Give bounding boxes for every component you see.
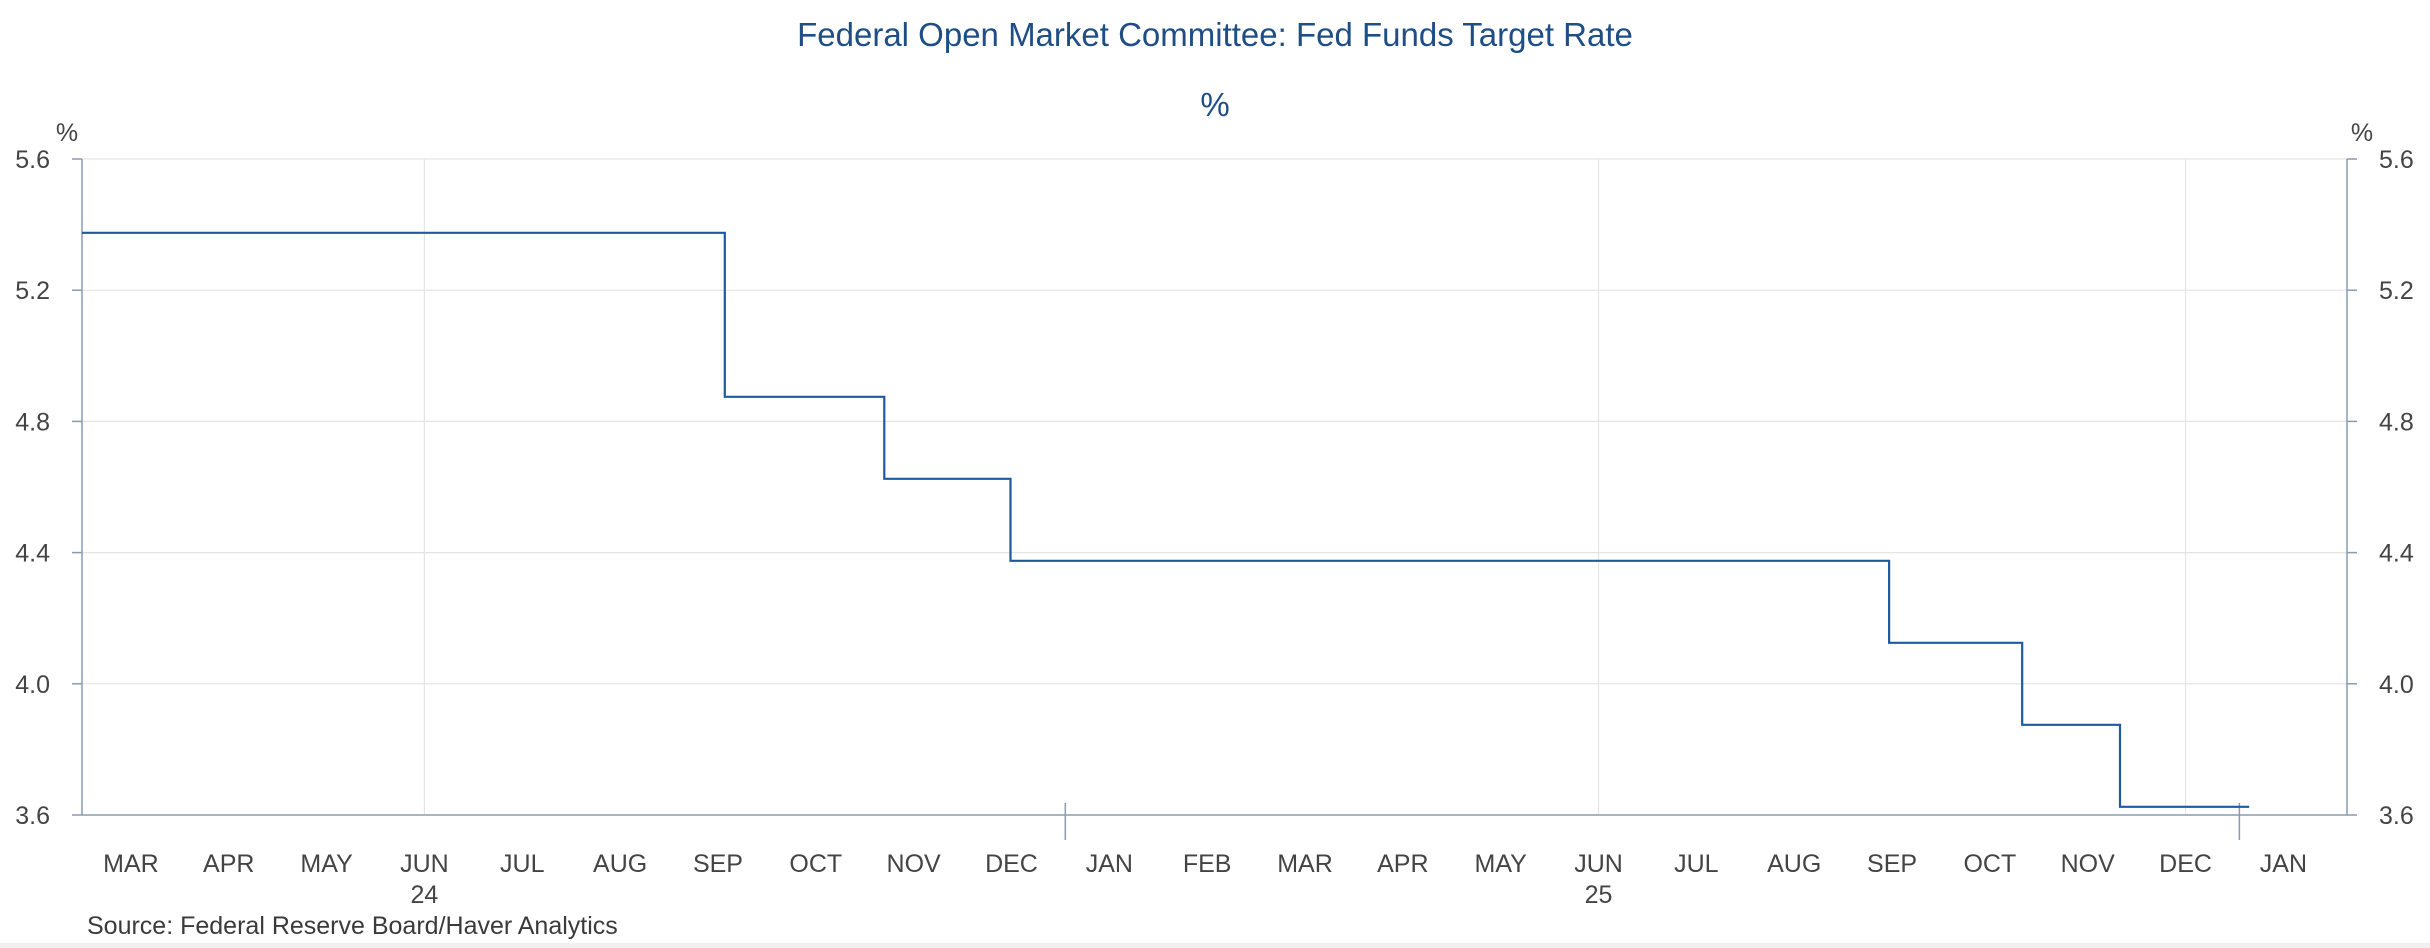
chart-subtitle: % [1200, 86, 1230, 123]
x-tick-label-year: 24 [411, 881, 439, 909]
y-tick-label-left: 5.2 [15, 277, 50, 305]
x-tick-label-month: DEC [2159, 850, 2212, 878]
x-tick-label-month: FEB [1183, 850, 1232, 878]
axes [81, 159, 2348, 816]
x-tick-label-month: SEP [1867, 850, 1917, 878]
y-tick-label-left: 3.6 [15, 802, 50, 830]
series-group [82, 231, 2250, 808]
y-axis-left: 3.6 4.0 4.4 4.8 5.2 5.6 [15, 146, 82, 830]
x-tick-label-month: MAR [103, 850, 159, 878]
x-tick-label-month: JAN [2260, 850, 2307, 878]
x-tick-label-month: MAY [300, 850, 353, 878]
bottom-divider [0, 943, 2430, 948]
x-tick-label-month: DEC [985, 850, 1038, 878]
y-tick-label-right: 5.2 [2379, 277, 2414, 305]
y-tick-label-right: 5.6 [2379, 146, 2414, 174]
series-line-fed-funds-target-rate [82, 231, 2250, 808]
y-tick-label-right: 4.4 [2379, 540, 2414, 568]
x-tick-label-month: JUN [400, 850, 449, 878]
x-tick-label-month: JUN [1574, 850, 1623, 878]
chart-title: Federal Open Market Committee: Fed Funds… [797, 16, 1633, 53]
y-tick-label-left: 4.8 [15, 408, 50, 436]
x-tick-label-month: OCT [1963, 850, 2016, 878]
y-tick-label-left: 5.6 [15, 146, 50, 174]
y-axis-left-unit-label: % [56, 119, 78, 147]
y-tick-label-right: 3.6 [2379, 802, 2414, 830]
horizontal-gridlines [82, 158, 2347, 685]
x-tick-label-month: MAY [1475, 850, 1528, 878]
y-tick-label-right: 4.0 [2379, 671, 2414, 699]
y-tick-label-left: 4.4 [15, 540, 50, 568]
x-tick-label-month: NOV [2061, 850, 2116, 878]
x-tick-label-month: NOV [887, 850, 942, 878]
x-tick-label-month: MAR [1277, 850, 1333, 878]
x-tick-label-month: JAN [1086, 850, 1133, 878]
x-axis: MAR APR MAY JUN JUL AUG SEP OCT NOV DEC JAN FEB MAR A… [103, 803, 2307, 909]
x-tick-label-month: AUG [593, 850, 647, 878]
y-tick-label-right: 4.8 [2379, 408, 2414, 436]
x-tick-label-month: APR [203, 850, 254, 878]
x-tick-label-month: JUL [1674, 850, 1719, 878]
vertical-gridlines [423, 159, 2187, 815]
x-tick-label-month: SEP [693, 850, 743, 878]
y-tick-label-left: 4.0 [15, 671, 50, 699]
y-axis-right: 3.6 4.0 4.4 4.8 5.2 5.6 [2347, 146, 2414, 830]
x-tick-label-month: JUL [500, 850, 545, 878]
source-note: Source: Federal Reserve Board/Haver Anal… [87, 912, 618, 940]
y-axis-right-unit-label: % [2351, 119, 2373, 147]
x-tick-label-month: AUG [1767, 850, 1821, 878]
x-tick-label-year: 25 [1585, 881, 1613, 909]
x-tick-label-month: OCT [789, 850, 842, 878]
x-tick-label-month: APR [1377, 850, 1428, 878]
